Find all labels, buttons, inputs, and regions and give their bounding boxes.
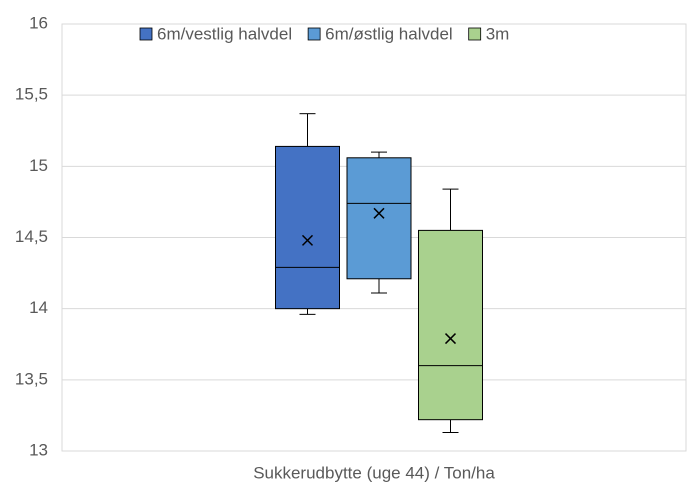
mean-marker <box>301 234 314 246</box>
legend-swatch <box>307 27 321 41</box>
y-tick-label: 15,5 <box>15 85 48 104</box>
legend-swatch <box>139 27 153 41</box>
mean-marker <box>373 207 385 219</box>
box <box>346 157 412 280</box>
y-tick-label: 13 <box>29 440 48 459</box>
x-axis-label: Sukkerudbytte (uge 44) / Ton/ha <box>253 463 495 482</box>
y-tick-label: 15 <box>29 156 48 175</box>
legend-label: 3m <box>486 24 510 43</box>
y-tick-label: 13,5 <box>15 369 48 388</box>
y-tick-label: 14,5 <box>15 227 48 246</box>
box <box>275 145 340 310</box>
y-tick-label: 14 <box>29 298 48 317</box>
legend-swatch <box>468 27 482 41</box>
y-tick-label: 16 <box>29 13 48 32</box>
legend-label: 6m/østlig halvdel <box>325 24 453 43</box>
mean-marker <box>444 333 457 345</box>
box <box>418 229 483 421</box>
legend-label: 6m/vestlig halvdel <box>157 24 292 43</box>
